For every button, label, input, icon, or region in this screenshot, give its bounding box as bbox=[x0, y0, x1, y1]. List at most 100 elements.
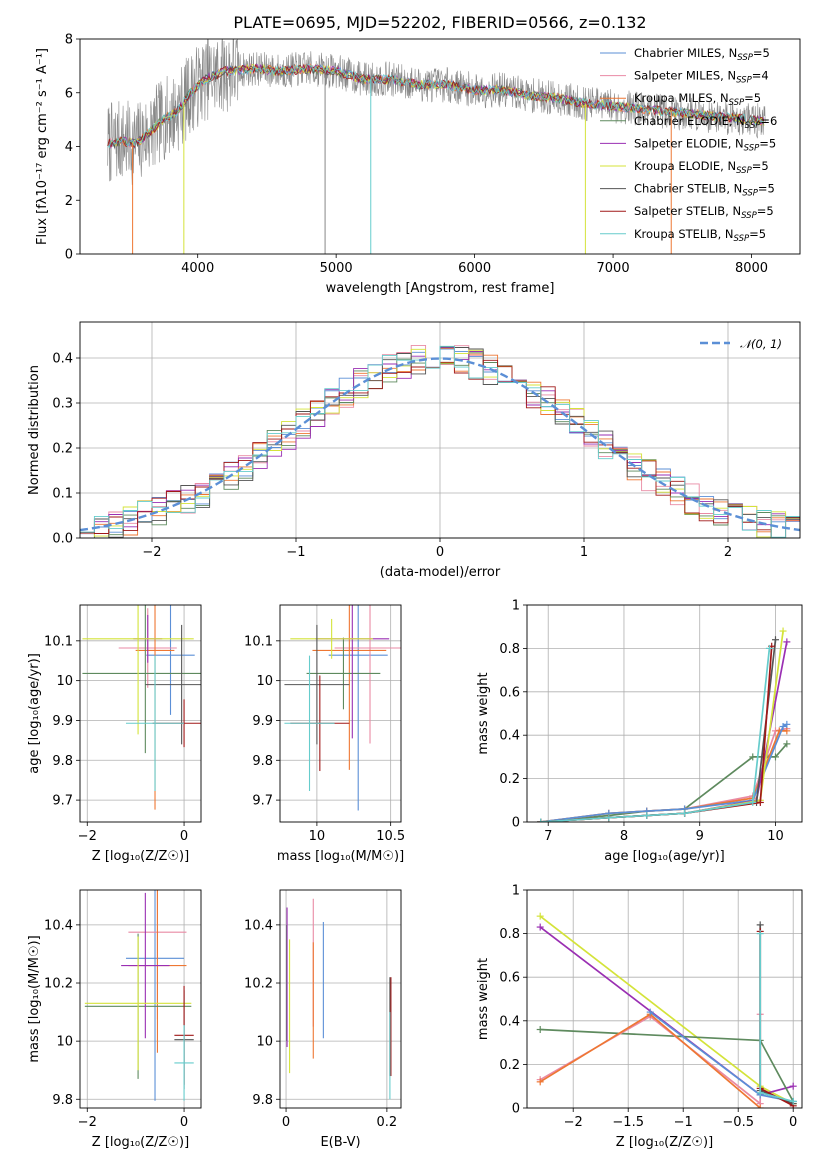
y-tick-label: 9.7 bbox=[252, 794, 273, 809]
x-tick-label: −1.5 bbox=[612, 1115, 644, 1130]
y-tick-label: 0.6 bbox=[499, 685, 520, 700]
weight-line-1 bbox=[540, 727, 787, 822]
legend-entry-subscript: SSP bbox=[729, 98, 745, 108]
x-tick-label: −2 bbox=[78, 1115, 97, 1130]
errorbar-point bbox=[145, 624, 201, 745]
y-tick-label: 10.1 bbox=[244, 634, 273, 649]
errorbar-point bbox=[82, 605, 201, 754]
x-tick-label: 1 bbox=[580, 545, 588, 560]
plus-marker bbox=[536, 1078, 544, 1086]
y-tick-label: 0.2 bbox=[52, 442, 73, 457]
errorbar-point bbox=[328, 605, 388, 811]
model-line-5 bbox=[107, 63, 765, 147]
plus-marker bbox=[756, 798, 764, 806]
legend-entry-name: Kroupa MILES, N bbox=[634, 91, 729, 105]
figure-title: PLATE=0695, MJD=52202, FIBERID=0566, z=0… bbox=[233, 13, 646, 32]
y-tick-label: 0.4 bbox=[52, 352, 73, 367]
errorbar-point bbox=[290, 618, 373, 659]
y-tick-label: 9.9 bbox=[252, 714, 273, 729]
normal-reference-curve bbox=[80, 357, 800, 532]
x-tick-label: 0 bbox=[436, 545, 444, 560]
y-tick-label: 9.8 bbox=[252, 754, 273, 769]
grid-lines bbox=[280, 890, 401, 1108]
weight-line-5 bbox=[540, 630, 784, 822]
x-axis-label: age [log₁₀(age/yr)] bbox=[604, 849, 725, 864]
y-tick-label: 10 bbox=[256, 674, 273, 689]
x-tick-label: 2 bbox=[724, 545, 732, 560]
x-tick-label: −2 bbox=[564, 1115, 583, 1130]
legend-entry-count: =5 bbox=[752, 159, 769, 173]
legend-entry-count: =5 bbox=[757, 204, 774, 218]
x-axis-label: wavelength [Angstrom, rest frame] bbox=[326, 281, 555, 296]
y-tick-label: 10.2 bbox=[44, 977, 73, 992]
errorbar-point bbox=[284, 655, 335, 791]
x-tick-label: 0.2 bbox=[377, 1115, 398, 1130]
y-axis-label: mass weight bbox=[476, 958, 491, 1040]
weight-line-8 bbox=[759, 933, 794, 1103]
legend-entry-count: =5 bbox=[753, 46, 770, 60]
plus-marker bbox=[756, 930, 764, 938]
y-tick-label: 0.0 bbox=[52, 532, 73, 547]
x-tick-label: 10.5 bbox=[376, 829, 405, 844]
plus-marker bbox=[605, 814, 613, 822]
axes: −2 −1 0 1 2 0.0 0.1 0.2 0.3 0.4 (data-model)/error… bbox=[27, 321, 801, 580]
plus-marker bbox=[783, 720, 791, 728]
legend-entry: Kroupa MILES, NSSP=5 bbox=[634, 91, 761, 108]
weight-line-7 bbox=[759, 931, 794, 1107]
plus-marker bbox=[537, 818, 545, 822]
x-tick-label: 4000 bbox=[181, 261, 214, 276]
y-tick-label: 10.2 bbox=[244, 977, 273, 992]
weight-line-3 bbox=[540, 723, 788, 822]
y-tick-label: 10.4 bbox=[44, 918, 73, 933]
y-tick-label: 0.8 bbox=[499, 927, 520, 942]
legend-entry-count: =5 bbox=[744, 91, 761, 105]
axes-frame bbox=[526, 604, 803, 823]
y-axis-label: mass [log₁₀(M/M☉)] bbox=[27, 935, 42, 1062]
legend-entry-subscript: SSP bbox=[736, 76, 752, 86]
plus-marker bbox=[681, 809, 689, 817]
y-axis-label: Flux [fλ10⁻¹⁷ erg cm⁻² s⁻¹ A⁻¹] bbox=[35, 48, 50, 245]
y-tick-label: 1 bbox=[512, 884, 520, 899]
y-tick-label: 1 bbox=[512, 599, 520, 614]
x-axis-label: E(B-V) bbox=[320, 1135, 360, 1150]
legend-entry-count: =6 bbox=[760, 114, 777, 128]
y-tick-label: 10.1 bbox=[44, 634, 73, 649]
model-line-8 bbox=[107, 63, 765, 149]
y-tick-label: 9.8 bbox=[52, 1093, 73, 1108]
x-tick-label: 6000 bbox=[458, 261, 491, 276]
y-tick-label: 0.1 bbox=[52, 487, 73, 502]
y-tick-label: 4 bbox=[65, 140, 73, 155]
x-axis-label: mass [log₁₀(M/M☉)] bbox=[277, 849, 404, 864]
x-tick-label: 8 bbox=[620, 829, 628, 844]
x-tick-label: 0 bbox=[282, 1115, 290, 1130]
x-tick-label: 0 bbox=[789, 1115, 797, 1130]
x-tick-label: 0 bbox=[180, 829, 188, 844]
legend-entry-subscript: SSP bbox=[745, 121, 761, 131]
y-tick-label: 0.4 bbox=[499, 729, 520, 744]
x-tick-label: −2 bbox=[78, 829, 97, 844]
weight-line-6 bbox=[540, 639, 777, 822]
plus-marker bbox=[643, 811, 651, 819]
legend-entry-subscript: SSP bbox=[737, 53, 753, 63]
weight-line-2 bbox=[540, 730, 787, 822]
plot-area bbox=[286, 898, 392, 1100]
observed-spectrum-line bbox=[107, 39, 766, 185]
errorbar-point bbox=[125, 890, 185, 1101]
legend-entry-name: Salpeter STELIB, N bbox=[634, 204, 741, 218]
legend-entry-name: Kroupa ELODIE, N bbox=[634, 159, 736, 173]
legend-entry-name: Kroupa STELIB, N bbox=[634, 227, 734, 241]
errorbar-point bbox=[312, 605, 387, 770]
legend-entry-name: Chabrier ELODIE, N bbox=[634, 114, 745, 128]
y-tick-label: 0.6 bbox=[499, 971, 520, 986]
y-axis-label: age [log₁₀(age/yr)] bbox=[27, 653, 42, 774]
y-tick-label: 9.9 bbox=[52, 714, 73, 729]
y-tick-label: 0.3 bbox=[52, 397, 73, 412]
panel-mass-vs-ebv: 0 0.2 9.8 10 10.2 10.4 E(B-V) bbox=[244, 889, 402, 1150]
x-tick-label: 9 bbox=[696, 829, 704, 844]
legend-entry-subscript: SSP bbox=[742, 189, 758, 199]
errorbar-point bbox=[334, 605, 401, 744]
axes: −2 −1.5 −1 −0.5 0 0 0.2 0.4 0.6 0.8 1 Z [log₁₀(Z/Z☉… bbox=[476, 884, 803, 1150]
x-tick-label: 10 bbox=[309, 829, 326, 844]
